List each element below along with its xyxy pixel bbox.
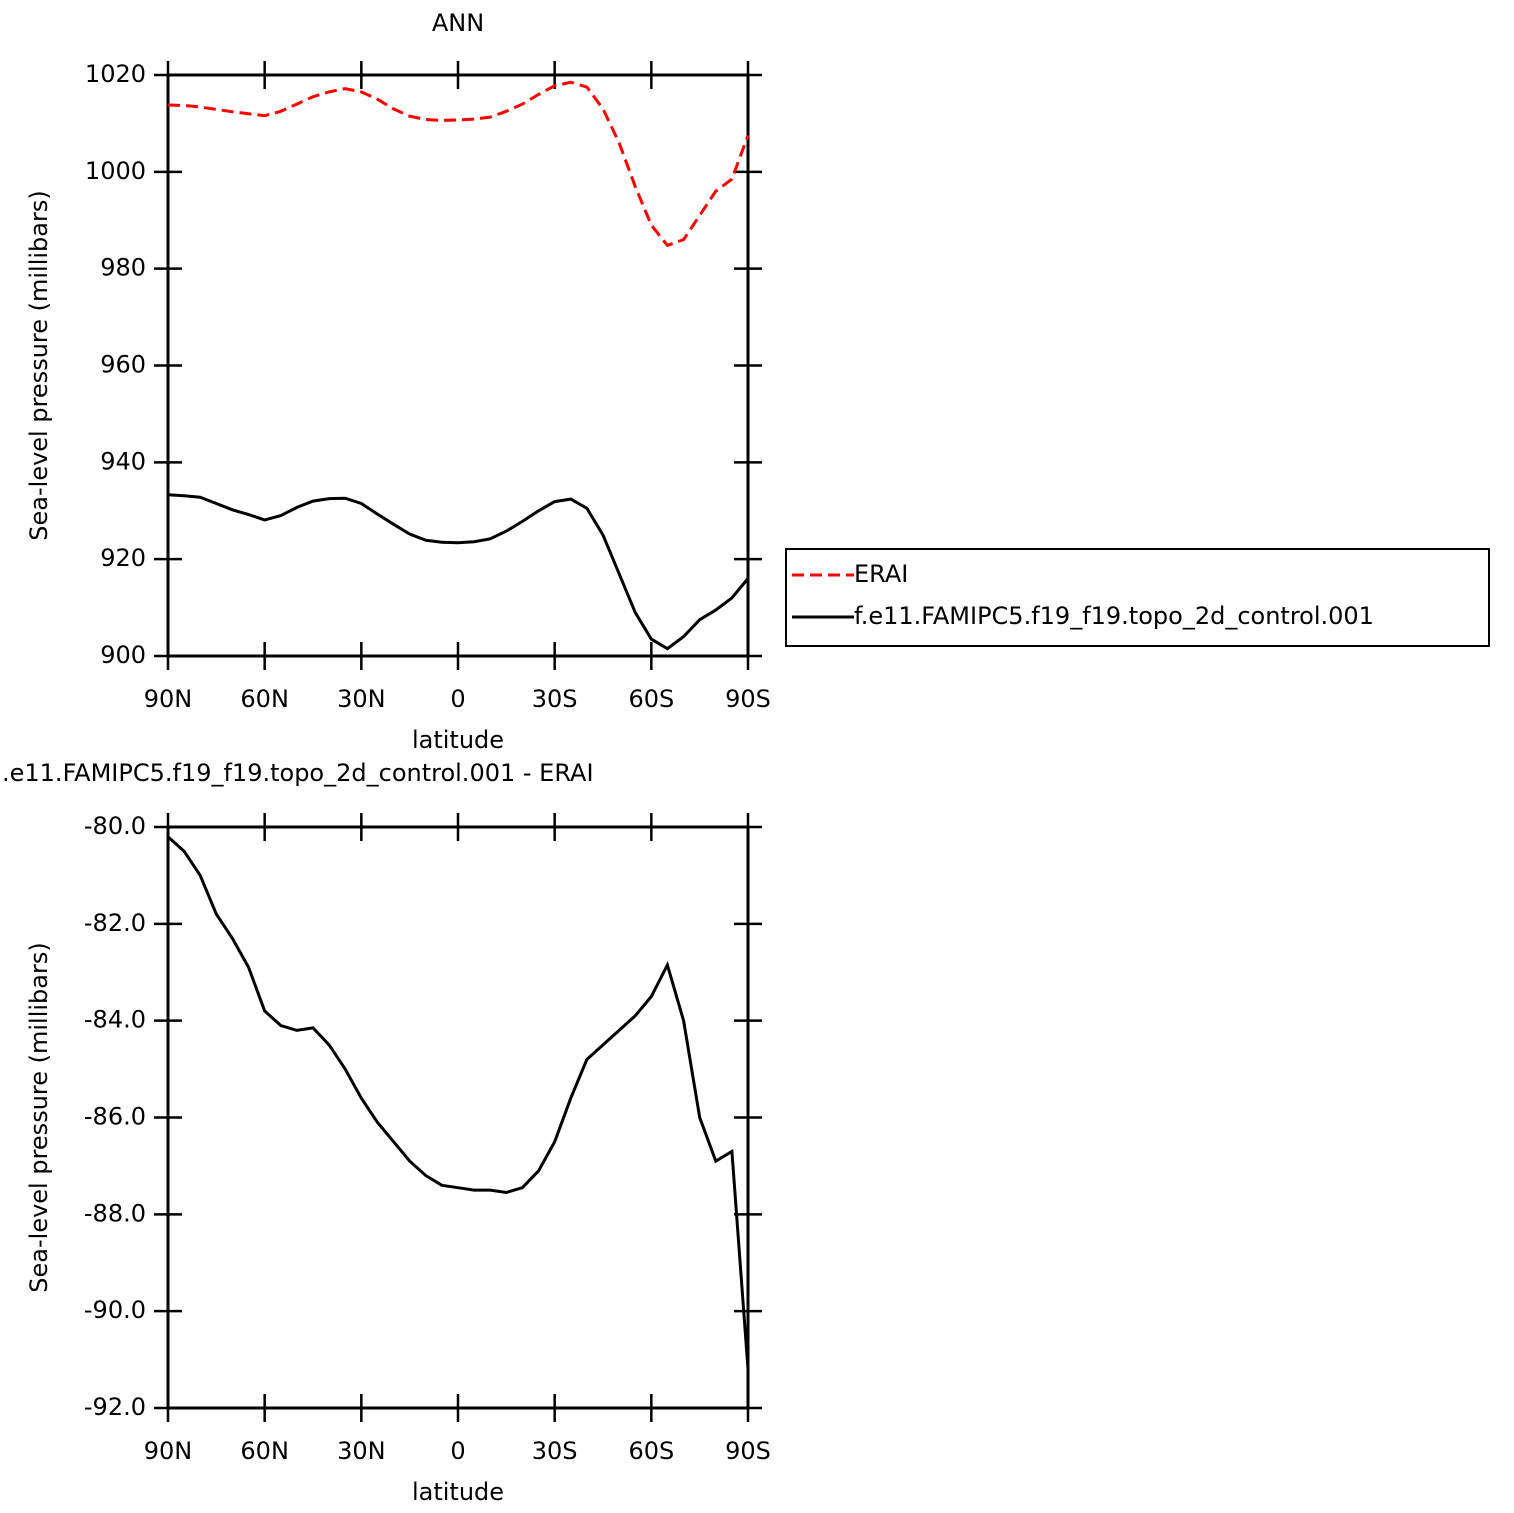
y-tick-label: -82.0 (84, 909, 146, 937)
legend-box (785, 548, 1490, 647)
x-tick-label: 60S (628, 685, 674, 713)
y-tick-label: 940 (100, 447, 146, 475)
x-tick-label: 60S (628, 1437, 674, 1465)
x-tick-label: 90S (725, 1437, 771, 1465)
chart-title: ANN (432, 9, 484, 37)
x-tick-label: 60N (240, 685, 289, 713)
plot-frame (166, 73, 750, 658)
y-tick-label: -90.0 (84, 1296, 146, 1324)
x-tick-label: 0 (450, 1437, 465, 1465)
x-tick-label: 90N (144, 1437, 193, 1465)
y-tick-label: 960 (100, 351, 146, 379)
y-tick-label: 920 (100, 544, 146, 572)
chart-title: .e11.FAMIPC5.f19_f19.topo_2d_control.001… (2, 759, 594, 787)
y-tick-label: 900 (100, 641, 146, 669)
plot-frame (166, 825, 750, 1410)
y-tick-label: -88.0 (84, 1199, 146, 1227)
x-tick-label: 0 (450, 685, 465, 713)
x-tick-label: 30N (337, 685, 386, 713)
y-tick-label: 1000 (85, 157, 146, 185)
x-tick-label: 90S (725, 685, 771, 713)
x-tick-label: 90N (144, 685, 193, 713)
x-tick-label: 30S (532, 685, 578, 713)
y-tick-label: 1020 (85, 60, 146, 88)
y-tick-label: 980 (100, 254, 146, 282)
y-tick-label: -84.0 (84, 1006, 146, 1034)
x-axis-label: latitude (412, 1478, 504, 1506)
y-tick-label: -86.0 (84, 1103, 146, 1131)
x-axis-label: latitude (412, 726, 504, 754)
legend-label: ERAI (854, 560, 908, 588)
x-tick-label: 60N (240, 1437, 289, 1465)
y-tick-label: -92.0 (84, 1393, 146, 1421)
data-line (166, 835, 750, 1370)
y-tick-label: -80.0 (84, 812, 146, 840)
data-line (167, 80, 750, 248)
x-tick-label: 30S (532, 1437, 578, 1465)
y-axis-label: Sea-level pressure (millibars) (25, 942, 53, 1292)
data-line (167, 493, 750, 651)
legend-label: f.e11.FAMIPC5.f19_f19.topo_2d_control.00… (854, 602, 1374, 630)
y-axis-label: Sea-level pressure (millibars) (25, 190, 53, 540)
x-tick-label: 30N (337, 1437, 386, 1465)
